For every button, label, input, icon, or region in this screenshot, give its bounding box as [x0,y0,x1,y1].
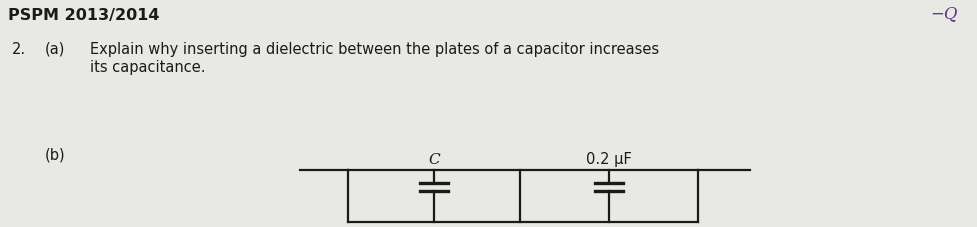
Text: −Q: −Q [929,5,957,22]
Text: its capacitance.: its capacitance. [90,60,205,75]
Text: (a): (a) [45,42,65,57]
Text: Explain why inserting a dielectric between the plates of a capacitor increases: Explain why inserting a dielectric betwe… [90,42,658,57]
Text: 0.2 μF: 0.2 μF [585,152,631,167]
Text: (b): (b) [45,148,65,163]
Text: PSPM 2013/2014: PSPM 2013/2014 [8,8,159,23]
Text: C: C [428,153,440,167]
Text: 2.: 2. [12,42,26,57]
